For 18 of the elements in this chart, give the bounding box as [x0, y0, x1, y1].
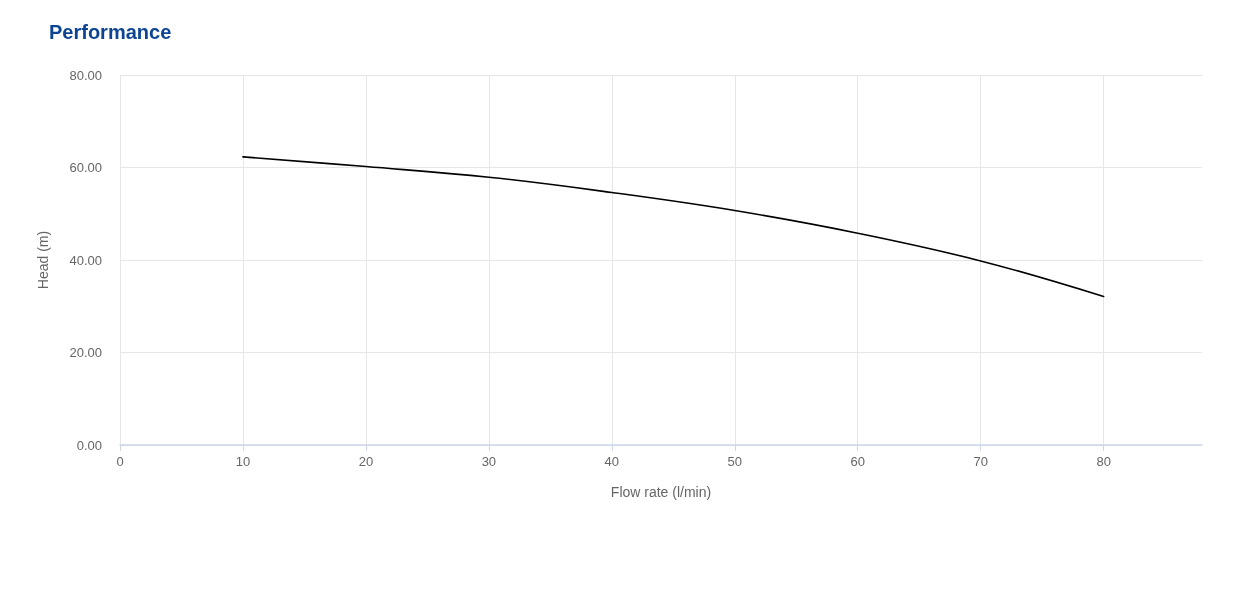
- x-tick-label: 0: [116, 454, 124, 469]
- x-tick-label: 60: [850, 454, 865, 469]
- x-tick-label: 40: [604, 454, 620, 469]
- x-tick-label: 30: [481, 454, 497, 469]
- y-tick-label: 20.00: [69, 345, 102, 360]
- y-tick-label: 0.00: [76, 437, 102, 453]
- x-tick-label: 80: [1096, 454, 1111, 469]
- line-series: [242, 156, 1105, 298]
- x-tick-label: 10: [235, 454, 251, 469]
- y-tick-label: 80.00: [69, 67, 102, 83]
- x-axis-title: Flow rate (l/min): [610, 484, 712, 500]
- y-axis-title: Head (m): [35, 230, 51, 290]
- x-tick-label: 50: [727, 454, 743, 469]
- chart-title: Performance: [49, 21, 172, 43]
- x-tick-label: 20: [358, 454, 374, 469]
- x-tick-label: 70: [973, 454, 988, 469]
- y-tick-label: 60.00: [69, 160, 102, 175]
- y-tick-label: 40.00: [69, 252, 102, 268]
